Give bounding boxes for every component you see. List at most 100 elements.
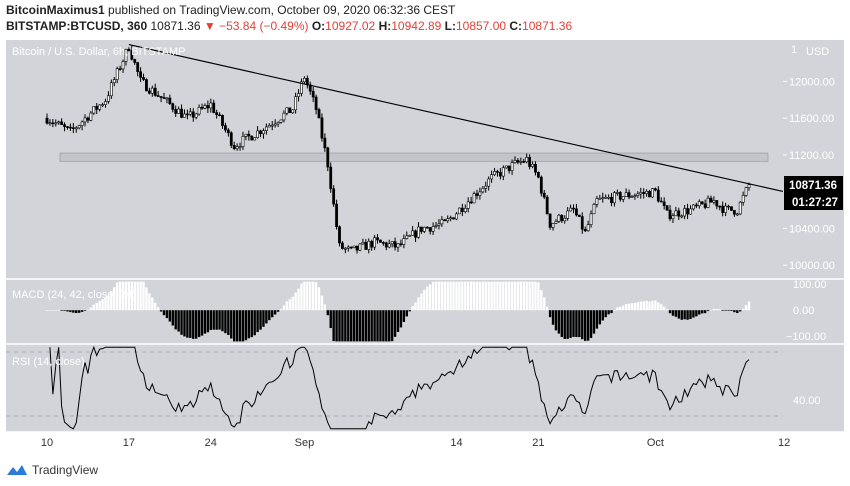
candle-body bbox=[501, 167, 505, 177]
candle-body bbox=[83, 117, 87, 123]
candle-body bbox=[645, 191, 649, 194]
candle-body bbox=[69, 126, 72, 129]
macd-bar bbox=[171, 310, 174, 326]
macd-bar bbox=[545, 306, 549, 311]
candle-body bbox=[741, 195, 745, 203]
macd-bar bbox=[461, 281, 464, 311]
candle-body bbox=[624, 192, 628, 197]
candle-body bbox=[452, 217, 455, 220]
macd-bar bbox=[505, 281, 508, 311]
candle-body bbox=[174, 109, 178, 114]
macd-bar bbox=[382, 310, 385, 342]
candle-body bbox=[171, 103, 175, 110]
candle-body bbox=[335, 203, 338, 228]
candle-body bbox=[455, 213, 458, 220]
candle-body bbox=[709, 197, 713, 203]
trendline-line[interactable] bbox=[128, 44, 784, 193]
candle-body bbox=[323, 137, 327, 149]
macd-bar bbox=[306, 281, 309, 311]
candle-body bbox=[633, 195, 637, 197]
candle-body bbox=[145, 79, 148, 92]
macd-bar bbox=[57, 309, 60, 311]
candle-body bbox=[273, 123, 277, 126]
author-name[interactable]: BitcoinMaximus1 bbox=[6, 3, 105, 17]
resistance-zone bbox=[59, 152, 769, 162]
candle-body bbox=[341, 242, 344, 249]
candle-body bbox=[665, 205, 669, 211]
candle-body bbox=[686, 208, 689, 215]
macd-bar bbox=[89, 307, 93, 311]
candle-body bbox=[692, 204, 695, 210]
macd-bar bbox=[402, 310, 406, 322]
candle-body bbox=[45, 117, 49, 124]
macd-bar bbox=[352, 310, 356, 342]
candle-body bbox=[735, 213, 739, 216]
candle-body bbox=[528, 157, 532, 167]
price-chart[interactable]: 12000.0011600.0011200.0010800.0010400.00… bbox=[0, 36, 850, 458]
candle-body bbox=[165, 97, 169, 100]
candle-body bbox=[203, 105, 207, 109]
candle-body bbox=[598, 198, 602, 200]
candle-body bbox=[484, 185, 488, 189]
candle-body bbox=[98, 104, 102, 110]
macd-bar bbox=[516, 281, 520, 311]
macd-bar bbox=[522, 281, 525, 311]
candle-body bbox=[186, 113, 189, 116]
candle-body bbox=[238, 146, 242, 148]
candle-body bbox=[472, 193, 476, 204]
macd-bar bbox=[358, 310, 362, 342]
candle-body bbox=[159, 96, 163, 98]
candle-body bbox=[651, 188, 654, 198]
macd-bar bbox=[665, 309, 669, 311]
macd-bar bbox=[414, 302, 417, 311]
candle-body bbox=[376, 237, 379, 241]
candle-body bbox=[460, 207, 464, 212]
macd-bar bbox=[177, 310, 180, 332]
candle-body bbox=[147, 90, 151, 94]
macd-bar bbox=[250, 310, 253, 338]
candle-body bbox=[387, 243, 391, 248]
candle-body bbox=[434, 225, 438, 227]
macd-bar bbox=[51, 310, 55, 311]
candle-body bbox=[569, 207, 572, 212]
candle-body bbox=[291, 109, 295, 114]
macd-tick-label: −100.00 bbox=[786, 331, 826, 343]
candle-body bbox=[738, 201, 742, 215]
macd-bar bbox=[116, 282, 119, 311]
countdown-badge-text: 01:27:27 bbox=[792, 197, 838, 209]
macd-bar bbox=[335, 310, 338, 342]
price-tick-label: 10000.00 bbox=[789, 260, 835, 272]
macd-bar bbox=[139, 281, 142, 311]
candle-body bbox=[244, 133, 248, 137]
symbol-label: BITSTAMP:BTCUSD, 360 bbox=[6, 19, 148, 33]
macd-bar bbox=[376, 310, 379, 342]
macd-bar bbox=[303, 281, 306, 311]
macd-bar bbox=[329, 310, 332, 329]
candle-body bbox=[80, 121, 84, 126]
candle-body bbox=[586, 224, 590, 232]
candle-body bbox=[57, 121, 61, 124]
macd-bar bbox=[233, 310, 236, 342]
macd-bar bbox=[657, 302, 660, 311]
trendline[interactable] bbox=[128, 44, 784, 193]
candle-body bbox=[715, 200, 719, 207]
macd-bar bbox=[727, 310, 730, 311]
candle-body bbox=[498, 171, 502, 177]
candle-body bbox=[294, 96, 298, 111]
candle-body bbox=[730, 206, 733, 211]
macd-bar bbox=[543, 297, 546, 311]
macd-bar bbox=[218, 310, 221, 330]
candle-body bbox=[332, 188, 336, 205]
candle-body bbox=[221, 115, 224, 126]
candle-body bbox=[659, 200, 663, 203]
candle-body bbox=[197, 107, 201, 115]
macd-bar bbox=[736, 310, 739, 314]
candle-body bbox=[311, 90, 315, 98]
macd-bar bbox=[586, 310, 590, 341]
macd-bar bbox=[92, 304, 95, 311]
publish-info: published on TradingView.com, October 09… bbox=[108, 3, 456, 17]
macd-bar bbox=[674, 310, 678, 317]
macd-bar bbox=[420, 293, 423, 311]
candle-body bbox=[89, 112, 93, 121]
candle-body bbox=[361, 242, 365, 245]
